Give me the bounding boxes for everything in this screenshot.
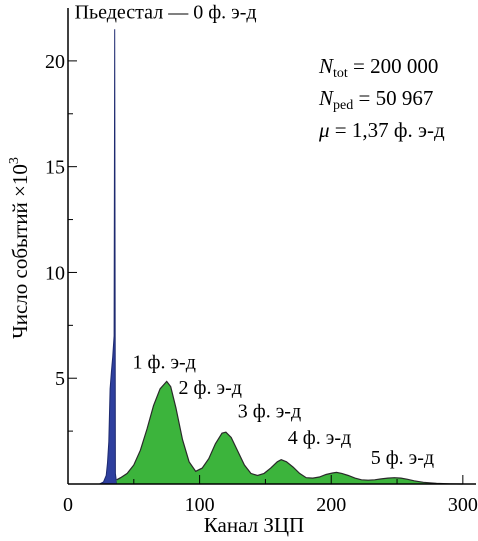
peak-labels: Пьедестал — 0 ф. э-д 1 ф. э-д 2 ф. э-д3 ф.… <box>75 2 435 469</box>
stat-ntot: Ntot = 200 000 <box>319 54 438 82</box>
stat-mu-symbol: μ <box>319 118 330 142</box>
peak-label-0: Пьедестал — 0 ф. э-д <box>75 2 257 24</box>
peak-label-1: 1 ф. э-д <box>132 352 195 374</box>
chart-series-fills <box>99 29 463 485</box>
series-line-1 <box>116 380 463 485</box>
stat-nped-sub: ped <box>333 98 354 113</box>
peak-label-3: 3 ф. э-д <box>238 400 301 422</box>
x-tick-label: 300 <box>448 494 478 516</box>
y-axis-label-text: Число событий ×10 <box>8 164 32 339</box>
series-line-0 <box>99 29 118 485</box>
series-area-0 <box>99 29 117 484</box>
x-axis-ticks: 0 100 200 300 <box>63 475 478 516</box>
peak-label-4: 4 ф. э-д <box>288 427 351 449</box>
plot-frame <box>67 8 476 485</box>
stat-mu-value: = 1,37 ф. э-д <box>329 118 445 142</box>
peak-label-2: 2 ф. э-д <box>179 377 242 399</box>
x-tick-label: 200 <box>316 494 346 516</box>
stat-ntot-sub: tot <box>333 66 348 81</box>
series-area-1 <box>116 381 463 484</box>
stat-nped-value: = 50 967 <box>353 86 434 110</box>
stat-nped-symbol: N <box>319 86 334 110</box>
stat-mu: μ = 1,37 ф. э-д <box>319 118 445 143</box>
x-axis-label: Канал ЗЦП <box>204 513 304 537</box>
stat-ntot-symbol: N <box>319 54 334 78</box>
y-axis-label: Число событий ×103 <box>7 157 32 339</box>
stat-ntot-value: = 200 000 <box>347 54 439 78</box>
y-axis-ticks: 5 10 15 20 <box>45 51 77 432</box>
x-tick-label: 0 <box>63 494 73 516</box>
y-axis-label-exponent: 3 <box>7 157 22 164</box>
y-tick-label: 10 <box>45 262 65 284</box>
x-tick-label: 100 <box>185 494 215 516</box>
y-tick-label: 20 <box>45 51 65 73</box>
peak-label-5: 5 ф. э-д <box>371 447 434 469</box>
stat-nped: Nped = 50 967 <box>319 86 433 114</box>
y-tick-label: 5 <box>55 368 65 390</box>
y-tick-label: 15 <box>45 157 65 179</box>
